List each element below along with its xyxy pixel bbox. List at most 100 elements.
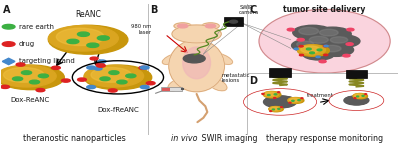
Text: A: A xyxy=(3,5,10,15)
Circle shape xyxy=(356,96,359,97)
Circle shape xyxy=(16,63,25,66)
Circle shape xyxy=(12,77,23,81)
Text: B: B xyxy=(150,5,157,15)
Circle shape xyxy=(269,107,283,112)
Circle shape xyxy=(347,98,367,105)
Circle shape xyxy=(346,96,365,103)
Circle shape xyxy=(52,66,60,69)
Circle shape xyxy=(0,65,64,90)
Circle shape xyxy=(301,46,320,53)
Circle shape xyxy=(343,54,350,57)
Circle shape xyxy=(346,43,353,45)
Circle shape xyxy=(269,107,282,111)
Circle shape xyxy=(287,28,294,31)
Text: theranostic nanoparticles: theranostic nanoparticles xyxy=(23,134,126,143)
Ellipse shape xyxy=(162,53,185,64)
Circle shape xyxy=(299,46,303,47)
Circle shape xyxy=(96,64,105,67)
Circle shape xyxy=(2,42,15,46)
Circle shape xyxy=(109,71,119,74)
Circle shape xyxy=(265,92,276,96)
Circle shape xyxy=(353,94,368,99)
Ellipse shape xyxy=(183,54,205,63)
Circle shape xyxy=(348,96,369,104)
Circle shape xyxy=(318,43,354,56)
Circle shape xyxy=(330,37,348,43)
Circle shape xyxy=(274,94,277,95)
FancyBboxPatch shape xyxy=(346,70,367,78)
Circle shape xyxy=(146,82,155,85)
Circle shape xyxy=(178,24,188,28)
Circle shape xyxy=(139,66,148,69)
Circle shape xyxy=(1,85,10,88)
Text: SWIR
camera: SWIR camera xyxy=(239,5,259,15)
Text: in vivo: in vivo xyxy=(171,134,198,143)
Circle shape xyxy=(298,45,326,55)
Circle shape xyxy=(268,98,294,108)
Circle shape xyxy=(355,94,363,97)
Circle shape xyxy=(293,25,332,40)
Circle shape xyxy=(62,79,70,82)
Circle shape xyxy=(297,38,304,41)
Circle shape xyxy=(270,107,279,110)
FancyBboxPatch shape xyxy=(161,87,182,91)
Circle shape xyxy=(202,23,219,29)
Circle shape xyxy=(299,27,319,35)
Text: C: C xyxy=(249,5,256,15)
Circle shape xyxy=(346,98,363,104)
Circle shape xyxy=(98,60,106,63)
Circle shape xyxy=(298,45,329,56)
Ellipse shape xyxy=(168,78,187,91)
Circle shape xyxy=(349,97,368,104)
Text: targeting ligand: targeting ligand xyxy=(18,58,74,64)
Circle shape xyxy=(325,35,360,48)
Circle shape xyxy=(353,94,366,98)
Circle shape xyxy=(309,36,328,43)
Circle shape xyxy=(268,96,296,106)
Circle shape xyxy=(292,39,326,52)
Circle shape xyxy=(0,65,56,87)
Circle shape xyxy=(323,45,328,47)
Circle shape xyxy=(91,67,132,82)
Text: therapy response monitoring: therapy response monitoring xyxy=(266,134,383,143)
Circle shape xyxy=(87,66,96,69)
Circle shape xyxy=(306,48,311,50)
Circle shape xyxy=(301,98,303,99)
Circle shape xyxy=(289,102,291,103)
Text: drug: drug xyxy=(18,41,35,47)
Circle shape xyxy=(272,109,274,110)
Circle shape xyxy=(140,85,149,89)
Circle shape xyxy=(48,25,128,54)
Circle shape xyxy=(297,41,314,47)
Text: tumor site delivery: tumor site delivery xyxy=(283,5,366,14)
Text: Dox-ReANC: Dox-ReANC xyxy=(11,97,50,103)
Circle shape xyxy=(56,28,104,46)
Circle shape xyxy=(303,48,334,60)
Text: Dox-fReANC: Dox-fReANC xyxy=(97,107,139,113)
Text: ReANC: ReANC xyxy=(75,11,101,20)
Circle shape xyxy=(266,98,289,107)
Circle shape xyxy=(36,88,45,92)
Circle shape xyxy=(84,65,152,90)
FancyBboxPatch shape xyxy=(224,17,243,26)
Circle shape xyxy=(344,97,365,104)
Circle shape xyxy=(205,24,216,28)
Circle shape xyxy=(78,78,86,81)
Circle shape xyxy=(264,97,291,106)
Circle shape xyxy=(362,95,364,96)
Circle shape xyxy=(278,108,280,109)
Circle shape xyxy=(94,67,102,70)
Circle shape xyxy=(84,65,144,87)
Circle shape xyxy=(100,77,110,81)
Circle shape xyxy=(96,63,104,66)
Circle shape xyxy=(30,80,40,84)
Circle shape xyxy=(323,45,341,52)
Circle shape xyxy=(270,98,295,107)
Circle shape xyxy=(97,36,109,40)
Circle shape xyxy=(38,74,48,78)
Circle shape xyxy=(288,98,302,103)
Circle shape xyxy=(22,71,32,74)
Circle shape xyxy=(2,24,15,29)
Circle shape xyxy=(310,52,314,54)
Circle shape xyxy=(354,98,356,99)
